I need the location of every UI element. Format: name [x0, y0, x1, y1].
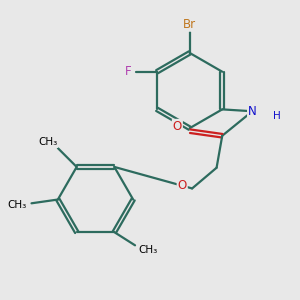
Text: CH₃: CH₃	[38, 137, 58, 147]
Text: H: H	[273, 111, 281, 121]
Text: Br: Br	[183, 18, 196, 31]
Text: O: O	[173, 120, 182, 133]
Text: CH₃: CH₃	[7, 200, 26, 210]
Text: N: N	[248, 105, 257, 118]
Text: O: O	[178, 179, 187, 192]
Text: F: F	[125, 65, 132, 78]
Text: CH₃: CH₃	[138, 245, 158, 255]
